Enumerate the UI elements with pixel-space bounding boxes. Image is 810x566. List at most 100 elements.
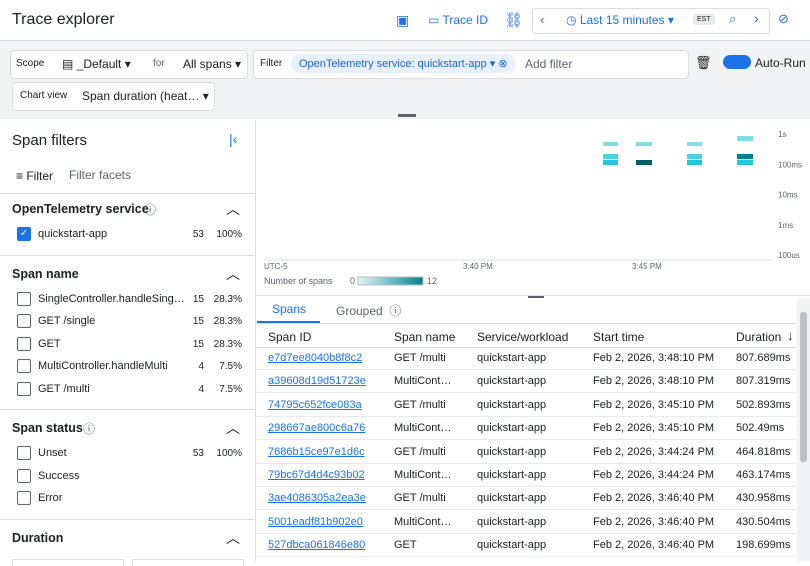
span-id-link[interactable]: 79bc67d4d4c93b02	[268, 469, 365, 481]
checkbox[interactable]	[17, 491, 31, 505]
feedback-icon[interactable]: ▣	[396, 12, 410, 28]
facet-percent: 28.3%	[213, 316, 242, 327]
table-cell: GET /multi	[394, 398, 446, 411]
scope-label: Scope	[16, 58, 45, 69]
divider	[256, 462, 796, 464]
y-label: 1s	[778, 130, 786, 139]
divider	[0, 254, 255, 256]
sidebar-filter-label: Filter	[26, 169, 54, 183]
time-range-label: Last 15 minutes	[579, 13, 665, 27]
next-button[interactable]: ›	[754, 10, 759, 26]
table-cell: 502.893ms	[736, 398, 791, 411]
search-button[interactable]: ⌕	[729, 11, 737, 26]
table-cell: 430.958ms	[736, 492, 791, 505]
table-cell: GET /multi	[394, 352, 446, 364]
span-id-link[interactable]: a39608d19d51723e	[268, 375, 366, 388]
column-header: Span name	[394, 330, 456, 344]
table-cell: Feb 2, 2026, 3:48:10 PM	[593, 375, 715, 388]
facet-count: 15	[192, 338, 204, 350]
filter-chip[interactable]: OpenTelemetry service: quickstart-app ▾ …	[291, 54, 516, 73]
checkbox[interactable]	[17, 359, 31, 373]
filter-label: Filter	[260, 58, 283, 69]
auto-run-toggle[interactable]	[723, 55, 751, 69]
add-filter[interactable]: Add filter	[525, 57, 573, 71]
tab-grouped[interactable]: Grouped ⓘ	[336, 304, 402, 318]
x-label: 3:40 PM	[463, 262, 493, 271]
checkbox[interactable]	[17, 446, 31, 460]
time-controls	[532, 8, 770, 34]
trace-id-button[interactable]: ▭ Trace ID	[428, 13, 489, 27]
facet-percent: 28.3%	[213, 338, 242, 350]
table-cell: MultiCont…	[394, 469, 452, 481]
table-cell: Feb 2, 2026, 3:44:24 PM	[593, 469, 715, 481]
checkbox[interactable]	[17, 381, 31, 396]
collapse-icon[interactable]: |‹	[229, 131, 238, 147]
facet-label: Error	[38, 492, 63, 504]
facet-percent: 28.3%	[213, 293, 242, 305]
spans-select[interactable]: All spans ▾	[183, 57, 242, 71]
divider	[0, 518, 255, 520]
resize-handle[interactable]	[398, 114, 416, 117]
span-id-link[interactable]: 527dbca061846e80	[268, 539, 366, 552]
auto-run-label: Auto-Run	[755, 56, 806, 70]
span-id-link[interactable]: e7d7ee8040b8f8c2	[268, 352, 363, 364]
table-cell: 198.699ms	[736, 539, 791, 552]
table-cell: 463.174ms	[736, 469, 791, 481]
filter-facets[interactable]: Filter facets	[69, 168, 132, 182]
link-icon[interactable]: ⛓	[504, 12, 524, 29]
table-cell: MultiCont…	[394, 515, 452, 528]
facet-percent: 7.5%	[219, 383, 242, 395]
span-id-link[interactable]: 5001eadf81b902e0	[268, 515, 363, 528]
table-cell: 430.504ms	[736, 515, 791, 528]
table-cell: quickstart-app	[477, 352, 547, 364]
table-cell: Feb 2, 2026, 3:46:40 PM	[593, 492, 715, 505]
facet-label: GET /single	[38, 315, 96, 327]
prev-button[interactable]: ‹	[540, 12, 545, 27]
facet-label: Unset	[38, 447, 67, 459]
table-cell: Feb 2, 2026, 3:46:40 PM	[593, 539, 715, 552]
live-icon[interactable]: ⊘	[778, 11, 789, 26]
checkbox[interactable]	[17, 468, 31, 483]
scrollbar[interactable]	[797, 298, 810, 561]
y-label: 100ms	[778, 160, 802, 169]
section-title: Span name	[12, 266, 79, 281]
span-id-link[interactable]: 3ae4086305a2ea3e	[268, 492, 366, 505]
for-label: for	[153, 58, 165, 69]
spans-value: All spans	[183, 57, 232, 71]
help-icon: ⓘ	[83, 422, 96, 436]
span-id-link[interactable]: 7686b15ce97e1d6c	[268, 445, 365, 458]
section-title: Span status	[12, 421, 83, 435]
divider	[256, 556, 796, 558]
chart-view-select[interactable]: Span duration (heat… ▾	[82, 89, 209, 103]
scope-select[interactable]: ▤ _Default ▾	[62, 57, 131, 71]
heatmap-cells	[603, 136, 753, 165]
legend-max: 12	[427, 276, 437, 286]
trace-id-label: Trace ID	[442, 13, 489, 27]
span-id-link[interactable]: 298667ae800c6a76	[268, 422, 366, 435]
x-label: 3:45 PM	[632, 262, 662, 271]
legend-min: 0	[350, 276, 355, 286]
heatmap: 1s 100ms 10ms 1ms 100us UTC-5 3:40 PM 3:45 PM Nu…	[264, 130, 802, 286]
checkbox[interactable]	[17, 314, 31, 328]
chart-view-value: Span duration (heat…	[82, 89, 200, 103]
table-cell: quickstart-app	[477, 375, 547, 388]
tab-spans[interactable]: Spans	[272, 302, 307, 316]
column-header: Duration	[736, 330, 782, 344]
time-range[interactable]: ◷ Last 15 minutes ▾	[566, 13, 674, 27]
span-id-link[interactable]: 74795c652fce083a	[268, 398, 362, 411]
duration-input	[132, 558, 244, 566]
chart-view-label: Chart view	[20, 90, 68, 101]
checkbox[interactable]	[17, 291, 31, 306]
duration-input	[12, 558, 124, 566]
table-cell: quickstart-app	[477, 422, 547, 435]
table-cell: 807.689ms	[736, 352, 791, 364]
table-cell: Feb 2, 2026, 3:45:10 PM	[593, 422, 715, 435]
checkbox[interactable]: ✓	[17, 227, 31, 241]
filter-chip-label: OpenTelemetry service: quickstart-app	[299, 58, 487, 70]
checkbox[interactable]	[17, 336, 31, 351]
legend-title: Number of spans	[264, 276, 333, 286]
facet-count: 53	[192, 229, 204, 240]
table-cell: quickstart-app	[477, 398, 547, 411]
delete-icon[interactable]: 🗑	[695, 55, 712, 70]
